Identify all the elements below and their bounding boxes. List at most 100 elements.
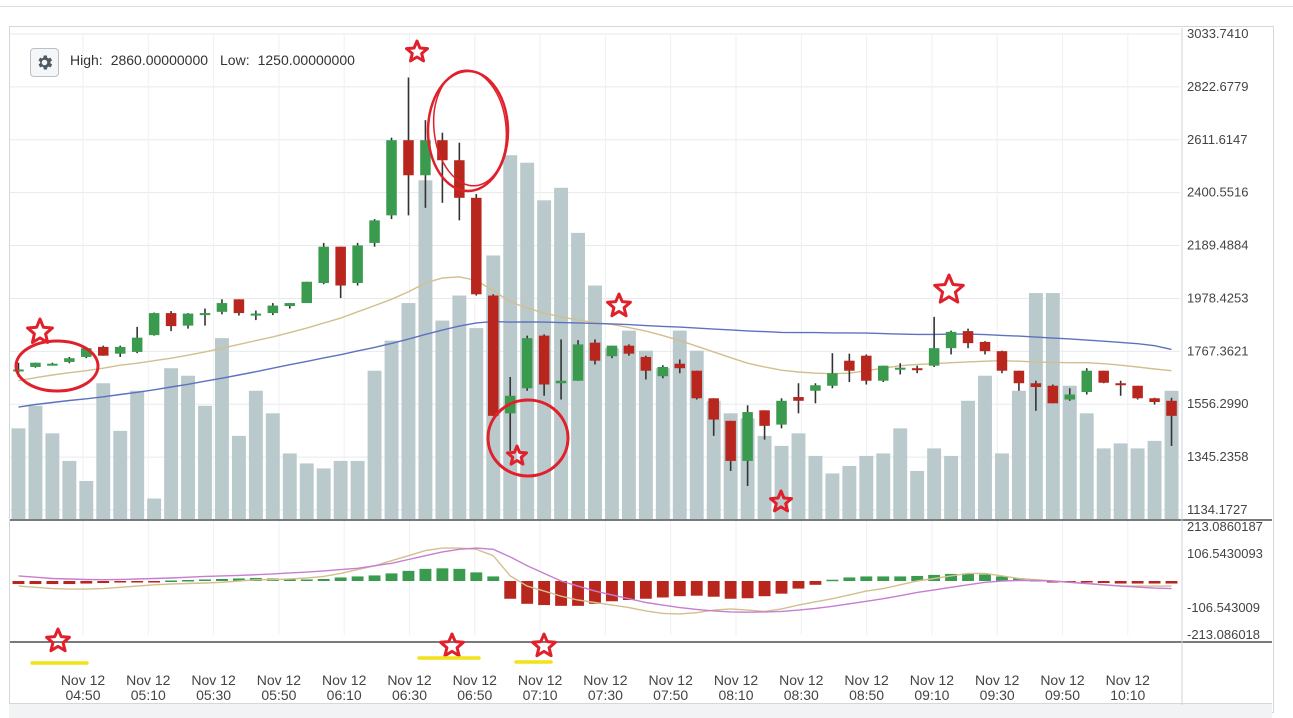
low-value: 1250.00000000: [257, 52, 355, 68]
candle-down: [725, 420, 736, 461]
high-label: High:: [70, 52, 103, 68]
volume-bar: [299, 463, 314, 519]
volume-bar: [1045, 293, 1060, 519]
volume-bar: [469, 328, 484, 519]
volume-bar: [1147, 440, 1162, 519]
high-low-readout: High: 2860.00000000 Low: 1250.00000000: [70, 52, 363, 68]
candle-down: [1047, 385, 1059, 404]
macd-histogram-bar: [945, 573, 958, 581]
macd-histogram-bar: [453, 568, 466, 581]
macd-histogram-bar: [131, 581, 144, 583]
candle-up: [352, 245, 363, 284]
candle-up: [216, 303, 228, 312]
candle-up: [420, 140, 431, 176]
volume-bar: [113, 430, 128, 519]
volume-bar: [367, 370, 382, 519]
time-tick-time: 06:50: [457, 687, 492, 703]
candle-up: [776, 400, 787, 425]
candle-up: [810, 385, 821, 391]
candle-down: [454, 160, 465, 198]
macd-histogram-bar: [487, 576, 500, 581]
macd-histogram-bar: [419, 568, 432, 581]
macd-histogram-bar: [1114, 581, 1127, 584]
time-tick-date: Nov 12: [322, 672, 367, 688]
volume-bar: [588, 285, 602, 519]
volume-bar: [825, 473, 840, 519]
volume-bar: [961, 400, 975, 519]
price-tick-label: 1345.2358: [1187, 449, 1248, 464]
macd-histogram-bar: [63, 581, 76, 585]
candle-down: [488, 295, 499, 416]
volume-bar: [333, 460, 348, 519]
macd-histogram-bar: [470, 572, 483, 581]
price-tick-label: 2189.4884: [1187, 238, 1248, 253]
candle-down: [589, 342, 601, 361]
macd-histogram-bar: [996, 576, 1008, 581]
macd-histogram-bar: [216, 578, 228, 581]
macd-histogram-bar: [436, 568, 449, 581]
time-tick-date: Nov 12: [1106, 672, 1151, 688]
price-tick-label: 1767.3621: [1187, 343, 1248, 358]
time-tick-time: 07:50: [653, 687, 688, 703]
star-annotation-icon: [769, 489, 793, 513]
time-tick-time: 05:10: [131, 687, 166, 703]
time-tick-time: 07:30: [588, 687, 623, 703]
candle-down: [640, 356, 652, 371]
top-border: [0, 0, 1293, 7]
candle-down: [674, 363, 686, 369]
star-annotation-icon: [606, 292, 632, 318]
macd-histogram-bar: [690, 581, 703, 596]
volume-bar: [621, 330, 636, 519]
candle-up: [827, 373, 838, 386]
macd-histogram-bar: [606, 581, 618, 602]
candle-up: [555, 380, 567, 384]
candle-down: [691, 370, 702, 399]
settings-button[interactable]: [30, 48, 59, 77]
candle-down: [1132, 385, 1143, 399]
candle-up: [657, 366, 669, 377]
candle-down: [861, 355, 872, 381]
macd-histogram-bar: [1080, 581, 1093, 583]
macd-histogram-bar: [97, 581, 110, 584]
volume-bar: [876, 453, 891, 519]
macd-histogram-bar: [1046, 581, 1059, 583]
time-tick-time: 08:10: [718, 687, 753, 703]
macd-histogram-bar: [826, 579, 839, 582]
volume-bar: [995, 453, 1009, 519]
volume-bar: [927, 448, 942, 519]
price-tick-label: 1978.4253: [1187, 290, 1248, 305]
volume-bar: [130, 390, 145, 519]
star-annotation-icon: [439, 632, 465, 658]
macd-histogram-bar: [673, 581, 686, 597]
volume-bar: [791, 433, 806, 519]
volume-bar: [859, 455, 874, 519]
macd-histogram-bar: [843, 577, 856, 581]
time-tick-time: 05:30: [196, 687, 231, 703]
circle-annotation: [14, 339, 100, 393]
volume-bar: [706, 400, 721, 519]
candle-up: [369, 220, 380, 243]
macd-histogram-bar: [385, 573, 398, 581]
candle-up: [386, 140, 397, 216]
macd-histogram-bar: [283, 578, 296, 581]
macd-histogram-bar: [962, 573, 974, 581]
volume-bar: [944, 455, 959, 519]
candle-up: [878, 365, 889, 381]
time-tick-time: 05:50: [261, 687, 296, 703]
horizontal-scrollbar[interactable]: [9, 703, 1272, 718]
volume-bar: [1011, 390, 1026, 519]
volume-bars: [11, 155, 1179, 520]
candle-up: [742, 412, 753, 461]
candle-down: [437, 140, 448, 161]
macd-tick-label: -213.086018: [1187, 627, 1260, 642]
volume-bar: [350, 460, 365, 519]
volume-bar: [384, 340, 399, 519]
star-annotation-icon: [506, 444, 528, 466]
volume-bar: [11, 428, 26, 519]
time-tick-date: Nov 12: [910, 672, 955, 688]
time-tick-date: Nov 12: [1040, 672, 1085, 688]
candle-up: [250, 313, 262, 316]
candle-up: [148, 313, 160, 336]
volume-bar: [452, 295, 467, 519]
